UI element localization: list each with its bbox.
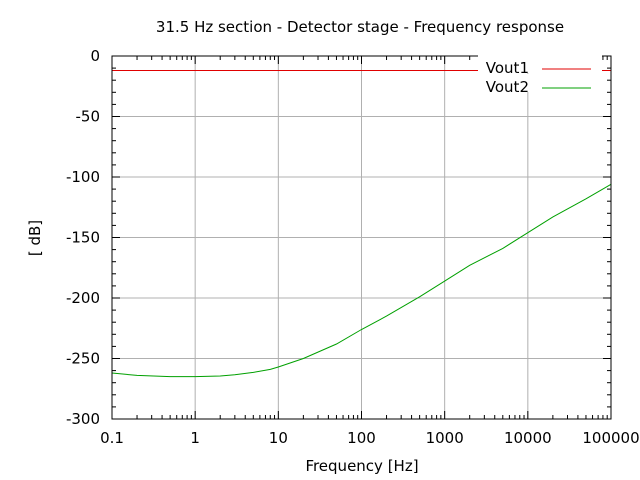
y-tick-label: -100 <box>66 168 100 186</box>
x-tick-label: 1000 <box>426 429 464 447</box>
grid <box>111 55 612 420</box>
y-tick-label: -50 <box>76 108 101 126</box>
x-tick-labels: 0.1 1 10 100 1000 10000 100000 <box>100 429 640 447</box>
y-tick-label: -300 <box>66 410 100 428</box>
legend-label: Vout1 <box>486 59 529 77</box>
x-axis-label: Frequency [Hz] <box>305 457 418 475</box>
y-tick-labels: 0 -50 -100 -150 -200 -250 -300 <box>66 47 100 428</box>
chart-title: 31.5 Hz section - Detector stage - Frequ… <box>156 18 564 36</box>
x-tick-label: 0.1 <box>100 429 124 447</box>
x-tick-label: 10000 <box>504 429 552 447</box>
x-tick-label: 100000 <box>582 429 639 447</box>
series-line-vout2 <box>111 183 612 378</box>
y-tick-label: 0 <box>90 47 100 65</box>
x-tick-label: 10 <box>269 429 288 447</box>
y-axis-label: [ dB] <box>26 220 44 256</box>
y-tick-label: -150 <box>66 229 100 247</box>
legend-label: Vout2 <box>486 78 529 96</box>
x-tick-label: 1 <box>190 429 200 447</box>
x-tick-label: 100 <box>347 429 376 447</box>
y-tick-label: -250 <box>66 350 100 368</box>
y-tick-label: -200 <box>66 289 100 307</box>
